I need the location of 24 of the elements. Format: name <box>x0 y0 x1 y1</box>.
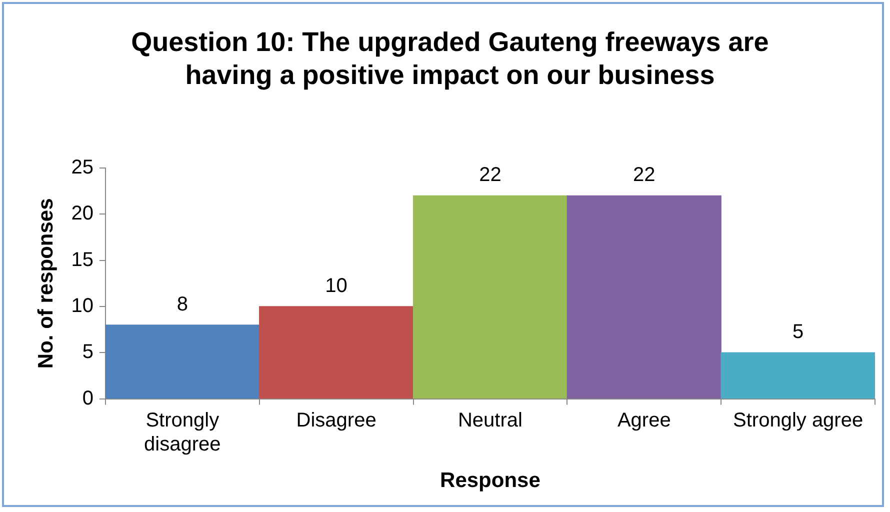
x-tick-label: Strongly agree <box>733 409 864 432</box>
bar <box>720 352 875 399</box>
data-label: 22 <box>633 164 656 186</box>
chart-title: Question 10: The upgraded Gauteng freeways are having a positive impact on our business <box>130 26 770 92</box>
bar <box>566 195 722 399</box>
y-axis-title: No. of responses <box>34 198 58 369</box>
data-label: 5 <box>792 321 804 344</box>
y-tick-label: 5 <box>82 341 94 364</box>
x-tick-label: Disagree <box>296 409 376 432</box>
y-tick-label: 15 <box>71 248 94 271</box>
x-tick-label: Neutral <box>458 409 522 432</box>
data-label: 8 <box>176 293 188 316</box>
bar <box>259 306 414 399</box>
x-tick-label: Agree <box>617 409 671 432</box>
data-label: 22 <box>479 164 502 186</box>
x-tick-label: Strongly disagree <box>144 409 221 456</box>
y-tick-label: 0 <box>82 387 94 410</box>
bar <box>105 324 260 399</box>
y-tick-label: 10 <box>71 294 94 317</box>
y-tick-label: 20 <box>71 202 94 225</box>
x-axis-title: Response <box>440 469 540 492</box>
bar <box>412 195 568 399</box>
y-tick-label: 25 <box>71 156 94 179</box>
data-label: 10 <box>325 274 348 297</box>
